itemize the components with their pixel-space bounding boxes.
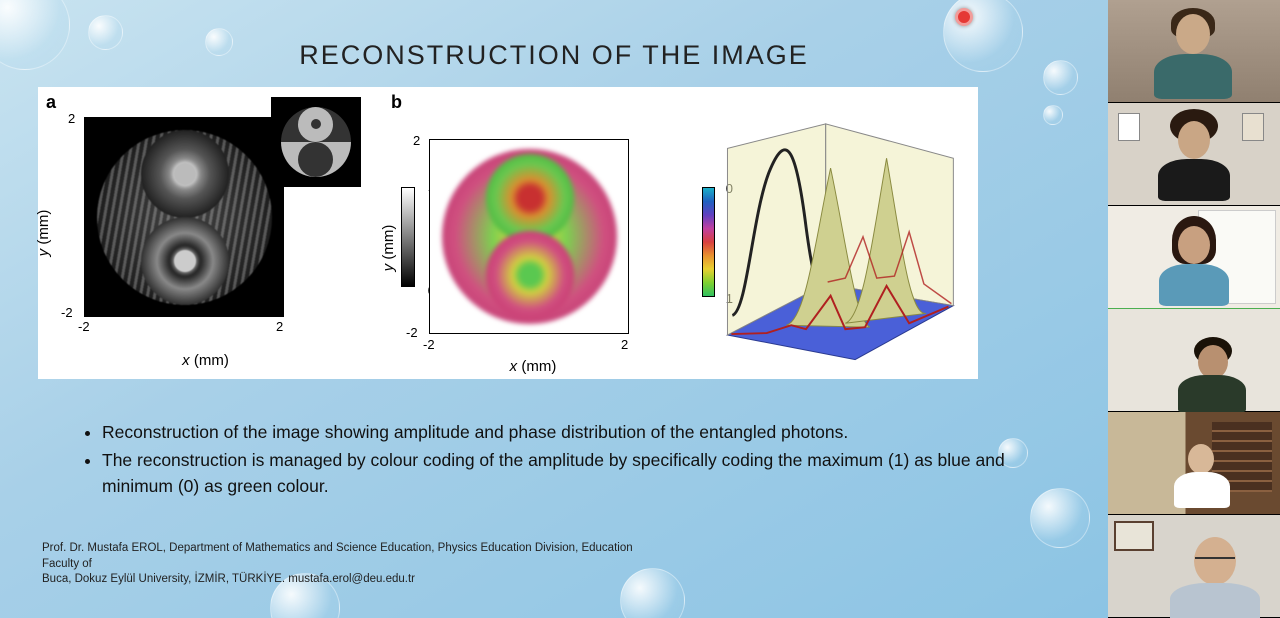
axis-tick: 2 <box>68 111 75 126</box>
footer-line: Prof. Dr. Mustafa EROL, Department of Ma… <box>42 541 642 572</box>
figure-b-plot <box>429 139 629 334</box>
axis-tick: -2 <box>406 325 418 340</box>
figure-b: b -2 2 2 -2 x (mm) y (mm) 0 1 <box>383 87 683 379</box>
participant-tile[interactable] <box>1108 515 1280 618</box>
figure-b-xlabel: x (mm) <box>383 358 683 375</box>
participant-tile[interactable] <box>1108 412 1280 515</box>
axis-tick: -2 <box>61 305 73 320</box>
slide-footer: Prof. Dr. Mustafa EROL, Department of Ma… <box>42 541 642 588</box>
decoration-bubble <box>1030 488 1090 548</box>
figure-b-label: b <box>391 92 402 113</box>
slide-bullets: Reconstruction of the image showing ampl… <box>80 420 1008 502</box>
axis-tick: 2 <box>413 133 420 148</box>
figure-b-ylabel: y (mm) <box>380 224 397 271</box>
figure-a-ylabel: y (mm) <box>35 210 52 257</box>
figure-a-xlabel: x (mm) <box>38 352 373 369</box>
figure-c <box>693 87 978 379</box>
bullet-item: Reconstruction of the image showing ampl… <box>102 420 1008 445</box>
figure-a: a -2 2 2 -2 x (mm) y (mm) 1 0 <box>38 87 373 379</box>
decoration-bubble <box>1043 105 1063 125</box>
figure-a-plot <box>84 117 284 317</box>
axis-tick: 2 <box>276 319 283 334</box>
presentation-slide: RECONSTRUCTION OF THE IMAGE a -2 2 2 -2 … <box>0 0 1108 618</box>
footer-line: Buca, Dokuz Eylül University, İZMİR, TÜR… <box>42 572 642 588</box>
participant-tile[interactable] <box>1108 309 1280 412</box>
bullet-item: The reconstruction is managed by colour … <box>102 448 1008 499</box>
participant-tile[interactable] <box>1108 103 1280 206</box>
participant-tile-active[interactable] <box>1108 206 1280 309</box>
figure-a-inset <box>271 97 361 187</box>
figure-panel: a -2 2 2 -2 x (mm) y (mm) 1 0 b <box>38 87 978 379</box>
slide-title: RECONSTRUCTION OF THE IMAGE <box>0 40 1108 71</box>
participant-tile[interactable] <box>1108 0 1280 103</box>
axis-tick: -2 <box>423 337 435 352</box>
recording-indicator-icon <box>955 8 973 26</box>
participants-panel <box>1108 0 1280 618</box>
figure-a-label: a <box>46 92 56 113</box>
axis-tick: -2 <box>78 319 90 334</box>
axis-tick: 2 <box>621 337 628 352</box>
